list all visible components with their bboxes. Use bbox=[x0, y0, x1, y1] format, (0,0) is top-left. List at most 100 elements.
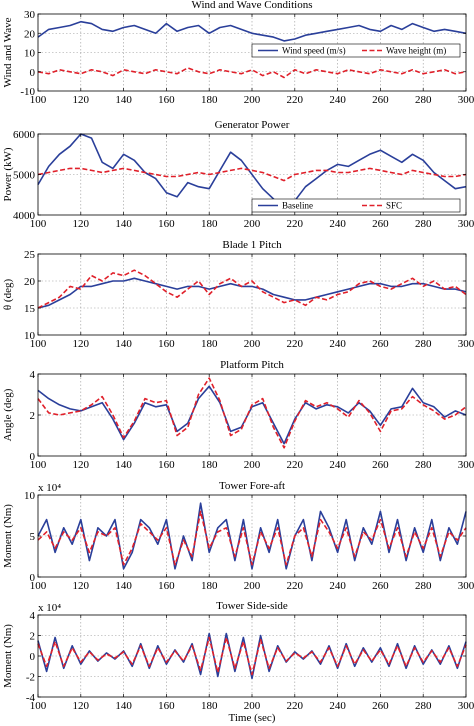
x-tick-label: 220 bbox=[287, 94, 304, 106]
series-line-wind-speed-m-s bbox=[37, 20, 467, 42]
x-tick-label: 280 bbox=[415, 338, 432, 350]
y-tick-label: -4 bbox=[26, 692, 36, 704]
x-tick-label: 120 bbox=[73, 218, 90, 230]
legend-entry: Wind speed (m/s) bbox=[282, 46, 346, 56]
chart-title: Platform Pitch bbox=[220, 359, 284, 371]
x-tick-label: 300 bbox=[458, 218, 474, 230]
exponent-label: x 10⁴ bbox=[38, 602, 61, 614]
x-tick-label: 260 bbox=[372, 700, 389, 712]
legend-box bbox=[251, 43, 461, 58]
y-tick-label: 0 bbox=[30, 451, 36, 463]
x-tick-label: 140 bbox=[115, 580, 132, 592]
series-line-sfc bbox=[37, 377, 467, 449]
legend: Baseline SFC bbox=[251, 198, 461, 213]
x-tick-label: 200 bbox=[244, 580, 261, 592]
legend: Wind speed (m/s) Wave height (m) bbox=[251, 43, 461, 58]
x-tick-label: 240 bbox=[329, 338, 346, 350]
x-tick-label: 120 bbox=[73, 700, 90, 712]
y-tick-label: 10 bbox=[24, 490, 36, 502]
legend-entry: SFC bbox=[386, 201, 402, 211]
x-tick-label: 260 bbox=[372, 459, 389, 471]
legend-entry: Wave height (m) bbox=[386, 46, 446, 56]
chart-title: Wind and Wave Conditions bbox=[192, 0, 313, 11]
x-tick-label: 100 bbox=[30, 580, 47, 592]
x-tick-label: 220 bbox=[287, 580, 304, 592]
y-tick-label: 10 bbox=[24, 330, 36, 342]
chart-title: Blade 1 Pitch bbox=[222, 239, 282, 251]
x-tick-label: 160 bbox=[158, 700, 175, 712]
y-axis-label: Moment (Nm) bbox=[2, 624, 14, 688]
x-tick-label: 280 bbox=[415, 218, 432, 230]
x-tick-label: 160 bbox=[158, 218, 175, 230]
x-tick-label: 300 bbox=[458, 580, 474, 592]
x-tick-label: 300 bbox=[458, 94, 474, 106]
x-tick-label: 200 bbox=[244, 459, 261, 471]
x-tick-label: 200 bbox=[244, 94, 261, 106]
x-tick-label: 280 bbox=[415, 580, 432, 592]
x-tick-label: 180 bbox=[201, 459, 218, 471]
chart-panel-4: Platform Pitch 100 120 140 160 180 200 220 2 4 0 26… bbox=[2, 359, 474, 471]
x-tick-label: 260 bbox=[372, 218, 389, 230]
x-tick-label: 100 bbox=[30, 94, 47, 106]
x-tick-label: 140 bbox=[115, 338, 132, 350]
y-axis-label: Angle (deg) bbox=[2, 388, 14, 441]
x-tick-label: 220 bbox=[287, 700, 304, 712]
x-tick-label: 300 bbox=[458, 338, 474, 350]
x-tick-label: 240 bbox=[329, 700, 346, 712]
x-tick-label: 140 bbox=[115, 459, 132, 471]
chart-panel-2: Generator Power 100 120 140 160 180 200 220 240 2… bbox=[2, 119, 474, 230]
x-tick-label: 280 bbox=[415, 94, 432, 106]
y-axis-label: Moment (Nm) bbox=[2, 504, 14, 568]
x-tick-label: 100 bbox=[30, 459, 47, 471]
x-tick-label: 220 bbox=[287, 338, 304, 350]
y-tick-label: 5 bbox=[30, 531, 36, 543]
x-tick-label: 200 bbox=[244, 338, 261, 350]
x-tick-label: 140 bbox=[115, 218, 132, 230]
x-tick-label: 180 bbox=[201, 700, 218, 712]
x-tick-label: 180 bbox=[201, 338, 218, 350]
y-tick-label: 20 bbox=[24, 28, 36, 40]
y-tick-label: 5000 bbox=[13, 170, 36, 182]
x-tick-label: 280 bbox=[415, 700, 432, 712]
y-tick-label: 2 bbox=[30, 410, 36, 422]
x-tick-label: 240 bbox=[329, 580, 346, 592]
y-tick-label: -2 bbox=[26, 672, 35, 684]
y-tick-label: 15 bbox=[24, 303, 36, 315]
x-tick-label: 240 bbox=[329, 94, 346, 106]
x-tick-label: 200 bbox=[244, 218, 261, 230]
y-axis-label: θ (deg) bbox=[2, 279, 14, 311]
plot-frame bbox=[37, 253, 467, 336]
y-tick-label: 4 bbox=[30, 369, 36, 381]
x-tick-label: 180 bbox=[201, 94, 218, 106]
x-tick-label: 100 bbox=[30, 338, 47, 350]
y-tick-label: 6000 bbox=[13, 129, 36, 141]
x-tick-label: 280 bbox=[415, 459, 432, 471]
y-tick-label: 30 bbox=[24, 9, 36, 21]
x-tick-label: 240 bbox=[329, 218, 346, 230]
x-tick-label: 180 bbox=[201, 218, 218, 230]
series-line-wave-height-m bbox=[37, 67, 467, 79]
chart-title: Generator Power bbox=[215, 119, 290, 131]
series-line-baseline bbox=[37, 502, 467, 570]
exponent-label: x 10⁴ bbox=[38, 482, 61, 494]
x-axis-label: Time (sec) bbox=[229, 712, 276, 724]
series-line-baseline bbox=[37, 277, 467, 309]
y-axis-label: Wind and Wave bbox=[2, 17, 14, 87]
x-tick-label: 260 bbox=[372, 338, 389, 350]
x-tick-label: 120 bbox=[73, 459, 90, 471]
y-tick-label: 2 bbox=[30, 631, 36, 643]
y-axis-label: Power (kW) bbox=[2, 147, 14, 201]
y-tick-label: 4 bbox=[30, 610, 36, 622]
y-tick-label: 0 bbox=[30, 651, 36, 663]
x-tick-label: 160 bbox=[158, 459, 175, 471]
x-tick-label: 220 bbox=[287, 459, 304, 471]
legend-box bbox=[251, 198, 461, 213]
y-tick-label: 4000 bbox=[13, 210, 36, 222]
x-tick-label: 140 bbox=[115, 94, 132, 106]
x-tick-label: 300 bbox=[458, 700, 474, 712]
series-line-sfc bbox=[37, 636, 467, 676]
x-tick-label: 160 bbox=[158, 338, 175, 350]
x-tick-label: 300 bbox=[458, 459, 474, 471]
